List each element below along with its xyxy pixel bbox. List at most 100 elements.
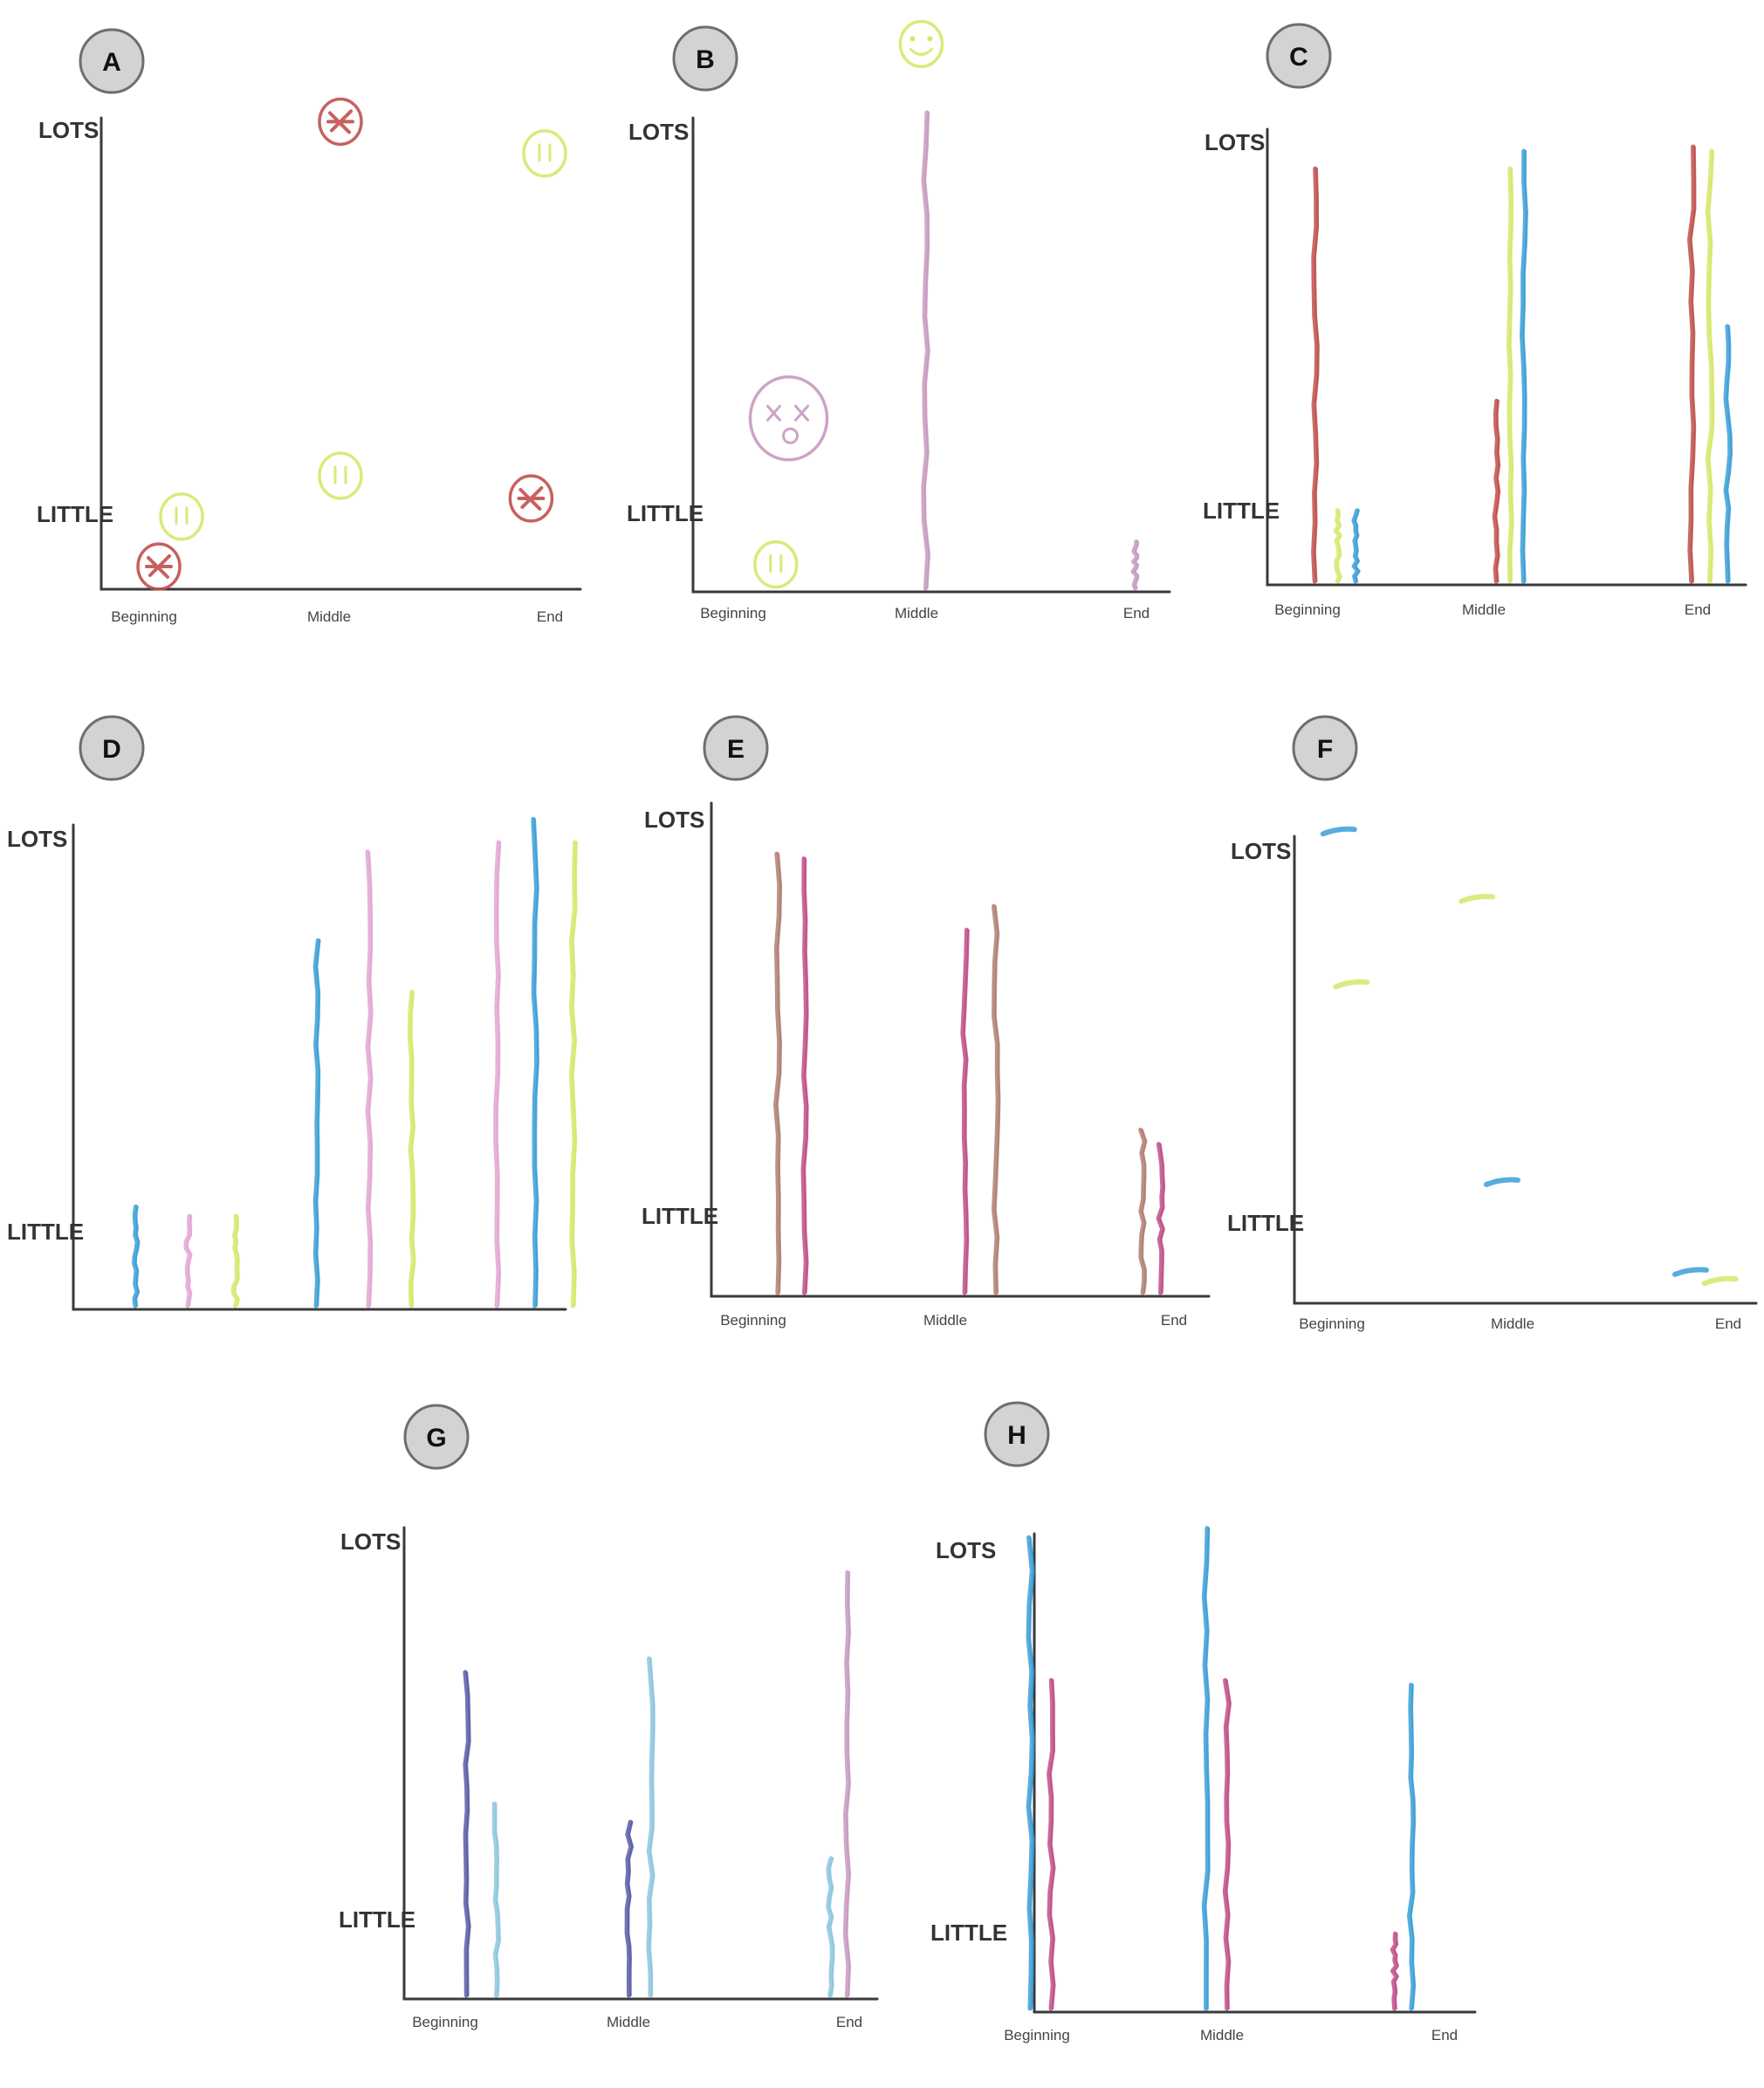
mark-dash-green [1701,1275,1739,1287]
mark-dash-blue [1320,826,1357,837]
x-tick-label: End [537,608,563,625]
axes [72,823,567,1311]
mark-bar-lightblue-texture [494,1803,501,1997]
mark-dash-blue [1484,1177,1520,1187]
mark-bar-purple [1130,539,1139,591]
mark-bar-green [408,989,415,1308]
axes [1033,1532,1477,2014]
mark-bar-magenta [800,856,808,1295]
mark-bar-magenta-texture [1225,1679,1232,2010]
mark-bar-red [1311,166,1320,584]
mark-bar-blue [1026,1535,1034,2011]
mark-dash-blue [1672,1267,1709,1277]
panel-a: A LOTS LITTLE Beginning Middle End [37,28,582,625]
mark-bar-lightblue [491,1801,501,1998]
x-tick-label: Beginning [1299,1315,1365,1332]
panel-badge: F [1292,715,1358,781]
axes [1266,127,1747,587]
badge-circle [403,1404,470,1470]
y-axis-top-label: LOTS [628,119,689,145]
y-axis-bottom-label: LITTLE [7,1219,84,1245]
mark-bar-magenta [1047,1678,1055,2011]
mark-bar-lightblue-texture [828,1857,835,1997]
panel-letter: F [1317,735,1333,764]
x-tick-label: Middle [923,1312,967,1329]
mark-bar-blue-texture [1204,1527,1211,2010]
mark-bar-red [1492,398,1500,584]
mark-bar-blue [1723,324,1733,584]
x-tick-label: End [1123,605,1150,622]
mark-bar-red-texture [1494,399,1501,583]
face-neutral-green [318,451,363,500]
panel-letter: D [102,735,121,764]
y-axis-top-label: LOTS [340,1528,401,1555]
mark-dash-green [1459,894,1496,904]
mark-bar-magenta [1156,1142,1165,1295]
panel-h: H LOTS LITTLE Beginning Middle End [930,1401,1477,2043]
mark-bar-green-texture [572,841,578,1308]
face-filled-red [318,97,363,147]
panel-f: F LOTS LITTLE Beginning Middle End [1227,715,1758,1332]
panel-badge: H [984,1401,1050,1467]
mark-bar-indigo [463,1670,470,1998]
mark-bar-brown [1138,1127,1147,1295]
badge-circle [79,715,145,781]
mark-bar-green-texture [1707,149,1715,583]
panel-letter: A [102,48,121,77]
face-happy-green [898,19,944,69]
badge-circle [984,1401,1050,1467]
mark-bar-green-texture [1509,167,1514,583]
panel-letter: H [1007,1421,1026,1450]
mark-bar-pink-texture [186,1214,193,1308]
face-filled-red [136,542,182,591]
mark-bar-red-texture [1314,167,1320,583]
x-tick-label: Middle [1491,1315,1534,1332]
panel-c: C LOTS LITTLE Beginning Middle End [1203,23,1747,618]
badge-circle [672,25,738,92]
x-tick-label: End [836,2014,862,2030]
badge-circle [1292,715,1358,781]
y-axis-top-label: LOTS [1231,838,1291,864]
x-tick-label: Middle [1200,2027,1244,2043]
mark-bar-green [230,1213,240,1308]
mark-bar-blue-texture [1028,1535,1035,2010]
x-tick-label: Middle [895,605,938,622]
mark-bar-indigo [624,1819,634,1998]
panel-letter: B [696,45,715,74]
mark-bar-blue [1351,508,1360,584]
mark-bar-magenta [960,927,969,1295]
mark-bar-blue-texture [533,818,539,1308]
mark-bar-purple-texture [923,111,930,590]
mark-bar-purple-texture [1133,540,1140,590]
y-axis-bottom-label: LITTLE [37,501,113,527]
mark-bar-blue [312,938,320,1308]
mark-bar-green [1705,148,1714,584]
mark-bar-indigo-texture [627,1820,635,1997]
mark-bar-purple-texture [846,1570,852,1997]
face-neutral-green [753,539,799,589]
panel-badge: G [403,1404,470,1470]
y-axis-top-label: LOTS [7,826,67,852]
panel-badge: D [79,715,145,781]
face-neutral-green [522,129,567,178]
mark-bar-blue [1520,148,1528,584]
mark-bar-brown-texture [994,904,1001,1295]
mark-bar-green-texture [234,1214,240,1308]
panel-e: E LOTS LITTLE Beginning Middle End [642,715,1211,1329]
mark-bar-brown [992,903,1000,1295]
axes [402,1526,879,2001]
badge-circle [79,28,145,94]
mark-bar-red [1687,144,1696,584]
mark-bar-green-texture [1336,509,1342,583]
mark-bar-pink-texture [367,850,374,1308]
mark-bar-red-texture [1690,145,1697,583]
mark-bar-brown-texture [1141,1129,1148,1295]
mark-bar-magenta-texture [803,857,809,1295]
mark-bar-magenta-texture [963,929,970,1295]
mark-bar-blue [531,816,539,1308]
mark-bar-purple [842,1569,851,1998]
mark-bar-lightblue-texture [649,1657,655,1997]
x-tick-label: Beginning [720,1312,786,1329]
face-dead-purple [748,374,829,462]
mark-bar-pink [183,1213,192,1308]
